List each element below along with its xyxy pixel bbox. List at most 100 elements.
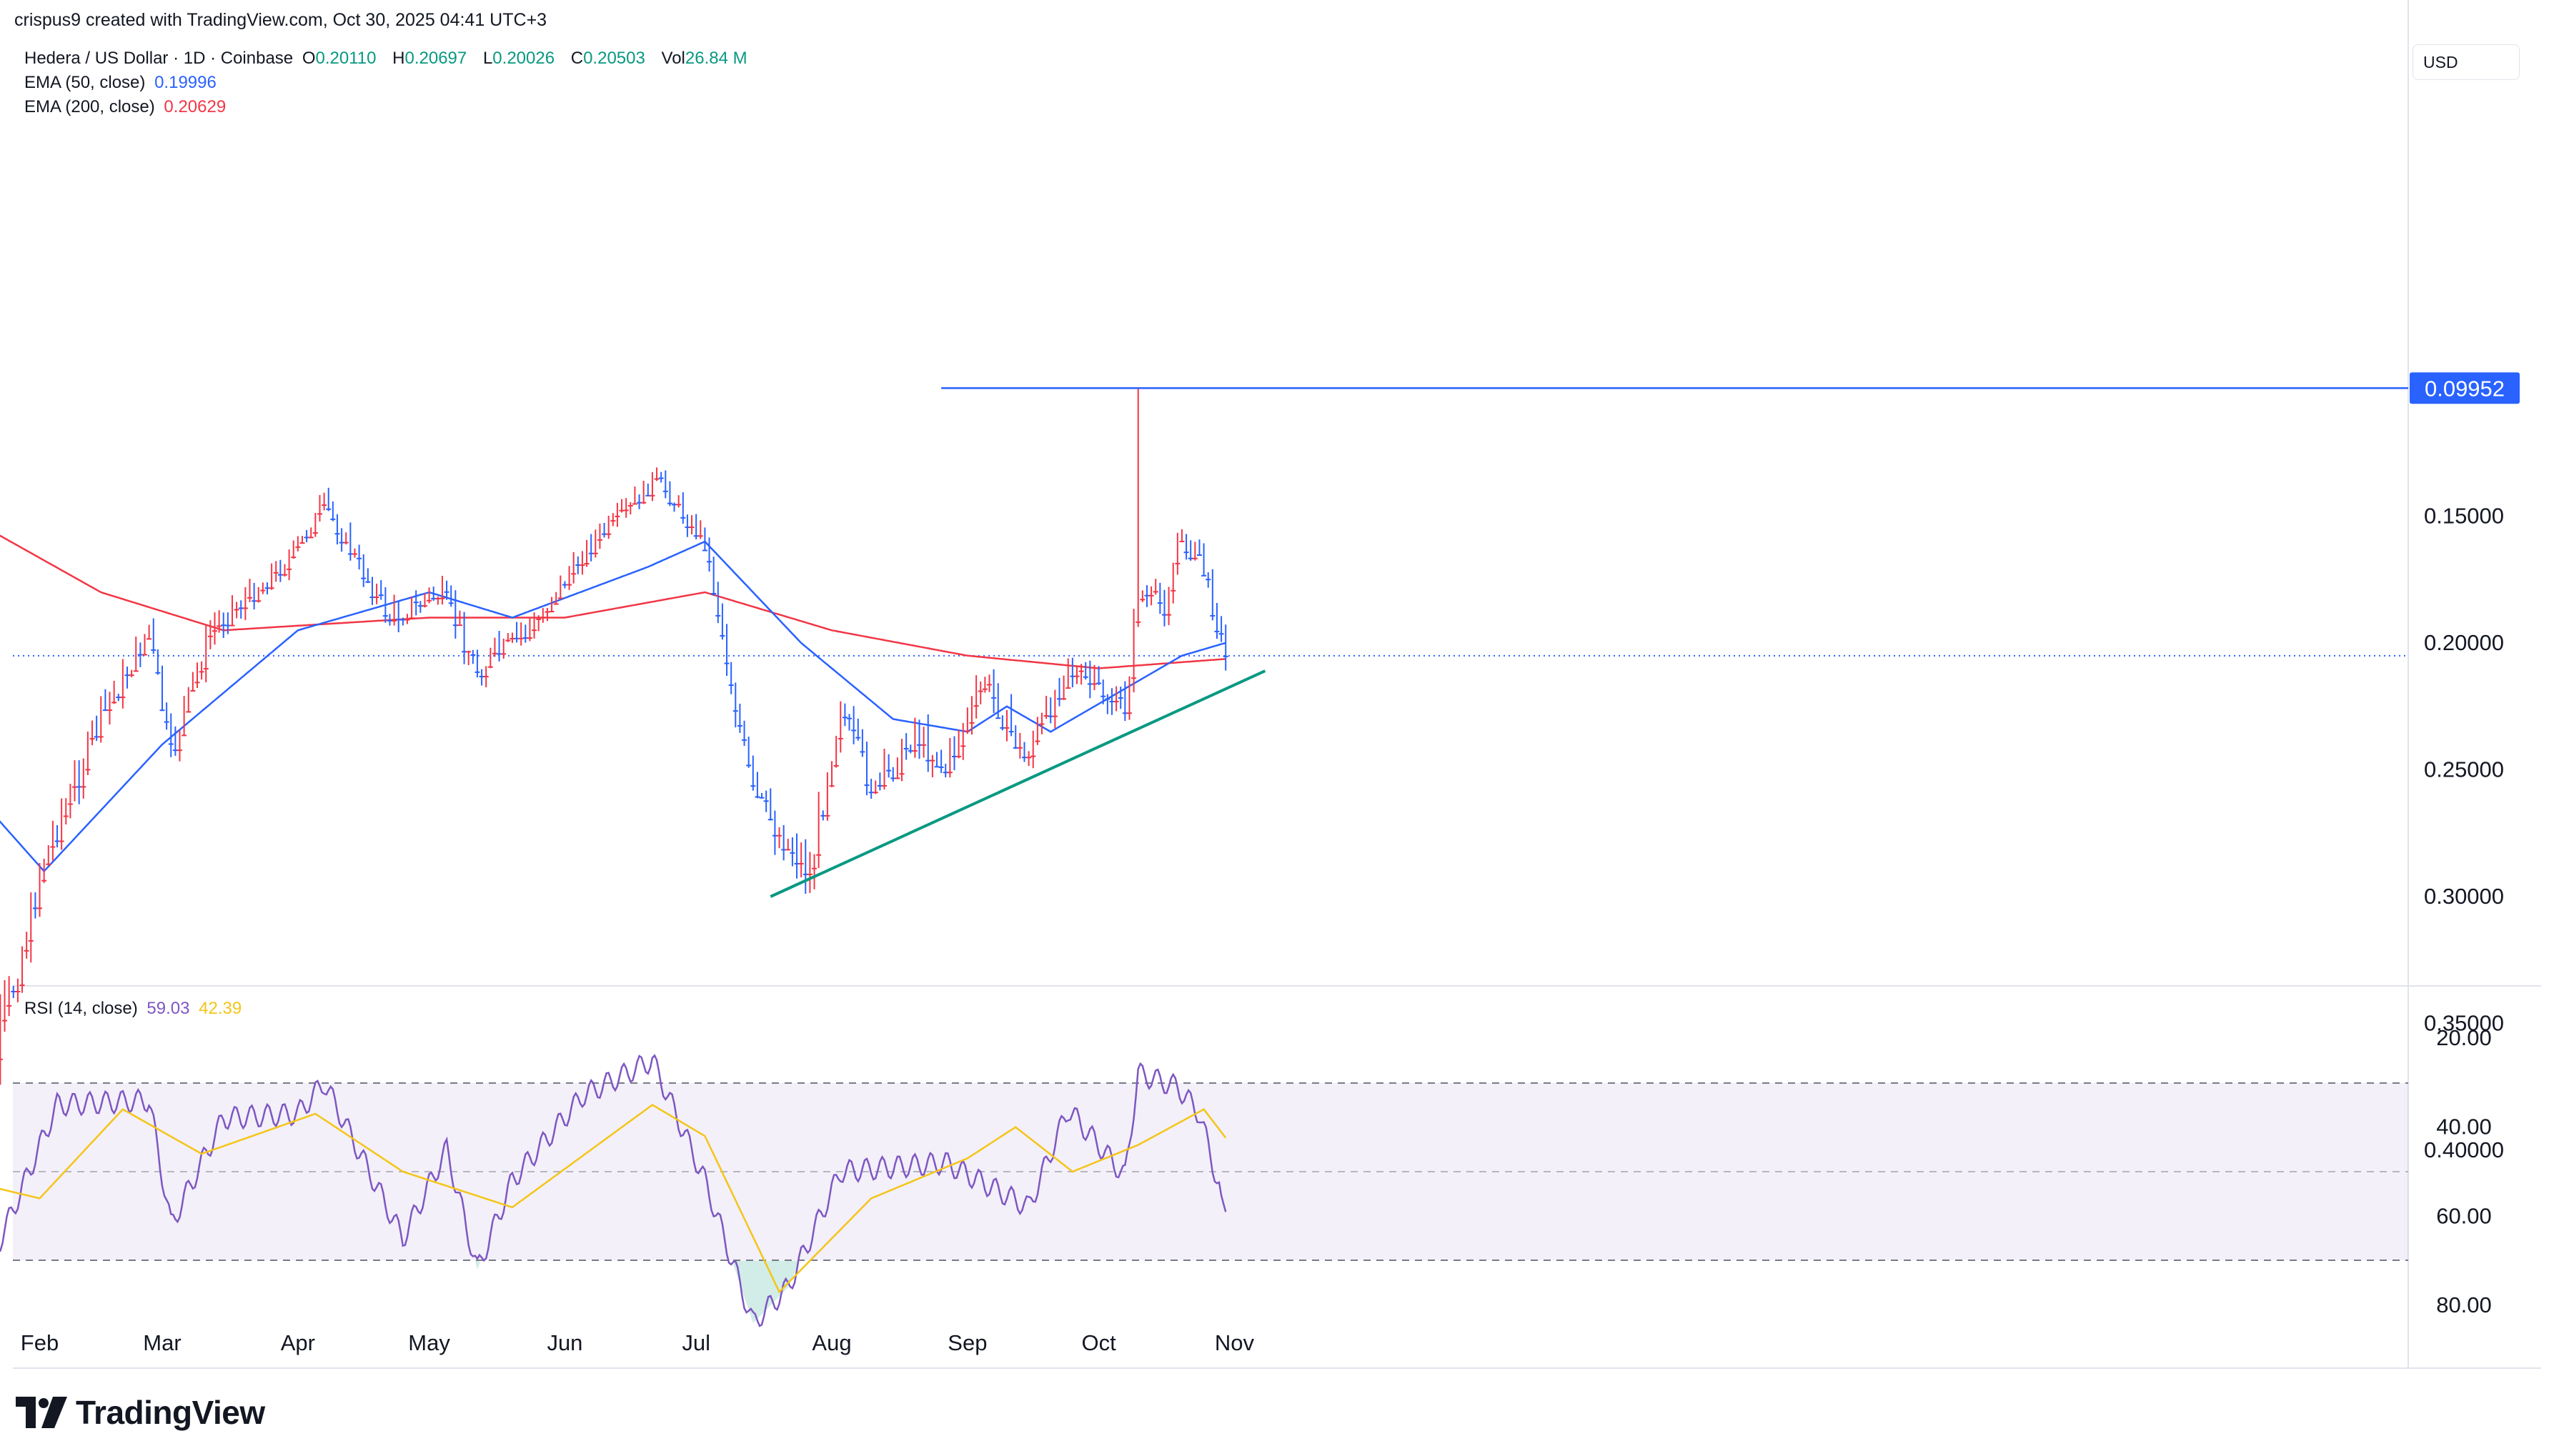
- candle-up: [667, 502, 672, 504]
- candle-up: [767, 819, 773, 821]
- tradingview-logo[interactable]: TradingView: [16, 1393, 265, 1432]
- candle-up: [474, 671, 480, 673]
- candle-up: [1105, 698, 1110, 700]
- candle-up: [952, 755, 958, 757]
- candle-up: [908, 750, 913, 752]
- candle-up: [602, 533, 607, 535]
- candle-up: [396, 619, 402, 621]
- rsi-tick-label: 60.00: [2436, 1203, 2492, 1228]
- candle-up: [164, 721, 169, 723]
- candle-down: [1175, 562, 1181, 564]
- candle-down: [812, 867, 818, 869]
- candle-up: [238, 607, 244, 609]
- candle-down: [986, 684, 992, 686]
- candle-up: [877, 784, 883, 787]
- candle-up: [1118, 697, 1123, 699]
- candle-up: [1083, 676, 1088, 678]
- candle-down: [19, 984, 25, 987]
- candle-up: [864, 784, 870, 787]
- candle-down: [24, 949, 29, 952]
- candle-up: [1021, 757, 1027, 759]
- candle-down: [46, 863, 51, 865]
- candle-down: [838, 737, 843, 739]
- candle-up: [637, 502, 642, 504]
- currency-button[interactable]: USD: [2413, 44, 2520, 80]
- candle-up: [707, 561, 712, 563]
- candle-up: [1206, 579, 1211, 581]
- price-tick-label: 0.20000: [2424, 630, 2504, 655]
- candle-down: [584, 563, 590, 565]
- candle-up: [334, 533, 340, 535]
- candle-up: [1144, 594, 1150, 597]
- candle-down: [229, 624, 235, 627]
- candle-down: [487, 666, 493, 668]
- candle-up: [851, 729, 857, 732]
- candle-down: [882, 784, 888, 787]
- candle-up: [781, 849, 787, 851]
- candle-down: [921, 744, 927, 746]
- candle-down: [510, 637, 515, 639]
- candle-up: [737, 725, 742, 727]
- tradingview-logo-text: TradingView: [76, 1394, 265, 1431]
- candle-down: [615, 515, 620, 517]
- rsi-ma-line: [0, 1104, 1227, 1294]
- candle-down: [1030, 755, 1036, 757]
- candle-up: [702, 549, 707, 552]
- candle-down: [1148, 594, 1154, 597]
- candle-up: [938, 767, 944, 769]
- candle-down: [1179, 540, 1185, 542]
- time-tick-label: Feb: [21, 1330, 59, 1355]
- candle-up: [794, 862, 800, 864]
- candle-down: [37, 907, 43, 909]
- candle-up: [378, 594, 384, 597]
- candle-up: [369, 597, 375, 599]
- candle-up: [448, 602, 454, 604]
- candle-up: [1218, 633, 1224, 635]
- candle-down: [606, 533, 612, 535]
- price-tick-label: 0.40000: [2424, 1137, 2504, 1162]
- candle-up: [842, 717, 848, 719]
- rsi-ma-value: 42.39: [199, 999, 242, 1018]
- candle-up: [225, 624, 231, 627]
- ohlc-legend: Hedera / US Dollar · 1D · Coinbase O0.20…: [24, 49, 759, 69]
- candle-up: [94, 736, 99, 738]
- rsi-label: RSI (14, close): [24, 999, 138, 1018]
- candle-up: [1048, 715, 1053, 717]
- candle-up: [790, 852, 795, 854]
- candle-up: [903, 748, 909, 750]
- candle-up: [1223, 655, 1228, 657]
- candle-up: [1000, 727, 1005, 729]
- candle-down: [1074, 675, 1080, 677]
- candle-down: [111, 702, 117, 704]
- candle-up: [934, 766, 940, 768]
- candle-down: [457, 624, 462, 627]
- candle-up: [76, 786, 82, 788]
- candle-down: [1004, 727, 1010, 729]
- candle-up: [917, 744, 923, 746]
- candle-down: [182, 734, 187, 737]
- candle-up: [400, 619, 406, 621]
- candle-up: [151, 649, 156, 651]
- volume-label: Vol: [661, 49, 685, 68]
- candle-down: [597, 539, 602, 541]
- candle-down: [610, 520, 616, 522]
- candle-down: [186, 711, 192, 713]
- candle-up: [168, 743, 174, 745]
- candle-down: [81, 786, 86, 788]
- candle-up: [1214, 630, 1220, 632]
- candle-up: [1210, 614, 1216, 617]
- candle-up: [32, 907, 38, 909]
- candle-down: [545, 611, 550, 613]
- chart-credit: crispus9 created with TradingView.com, O…: [14, 10, 547, 30]
- time-tick-label: Nov: [1215, 1330, 1255, 1355]
- candle-up: [868, 792, 874, 794]
- candle-up: [357, 557, 362, 559]
- candle-down: [505, 639, 511, 642]
- candle-down: [532, 629, 537, 632]
- candle-down: [1017, 747, 1023, 749]
- candle-down: [654, 478, 660, 480]
- rsi-line: [0, 1054, 1227, 1327]
- open-label: O: [302, 49, 316, 68]
- price-marker-label: 0.09952: [2425, 376, 2505, 401]
